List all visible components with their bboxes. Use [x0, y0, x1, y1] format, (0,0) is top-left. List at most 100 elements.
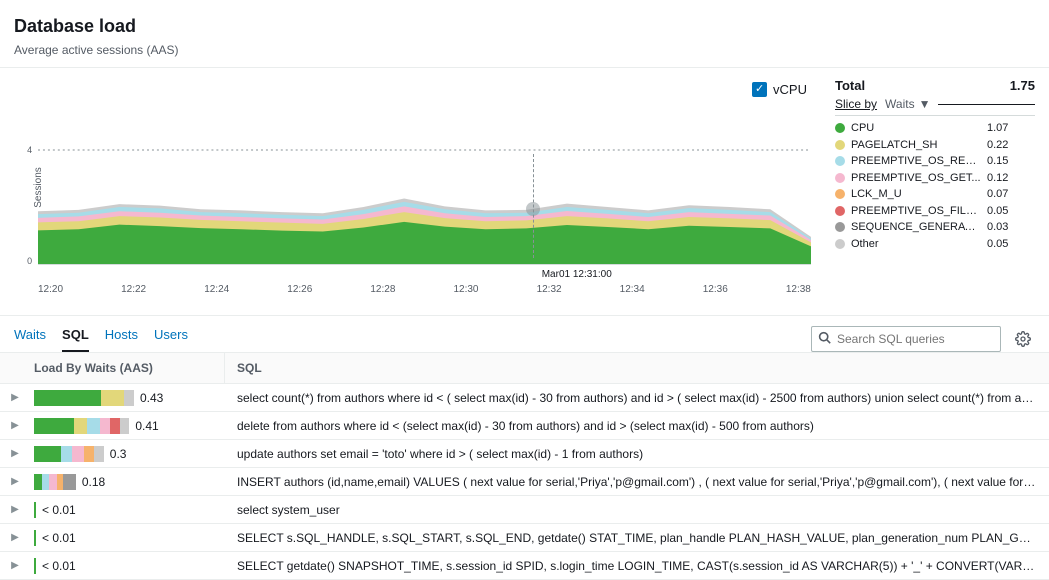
header: Database load Average active sessions (A… [0, 0, 1049, 68]
sql-cell[interactable]: select system_user [225, 500, 1049, 520]
legend: Total 1.75 Slice by Waits ▼ CPU 1.07 PAG… [835, 78, 1035, 252]
x-tick: 12:20 [38, 284, 63, 295]
expand-row-icon[interactable]: ▶ [0, 532, 30, 543]
legend-swatch [835, 189, 845, 199]
legend-item-label: PREEMPTIVE_OS_FILE... [851, 203, 981, 220]
legend-swatch [835, 156, 845, 166]
load-value: 0.41 [135, 419, 158, 433]
load-cell: 0.41 [30, 415, 225, 437]
vcpu-checkbox[interactable]: ✓ vCPU [752, 82, 807, 97]
legend-swatch [835, 239, 845, 249]
legend-item-value: 0.05 [987, 236, 1008, 253]
table-row: ▶ < 0.01 select system_user [0, 496, 1049, 524]
sql-cell[interactable]: SELECT getdate() SNAPSHOT_TIME, s.sessio… [225, 556, 1049, 576]
load-value: 0.18 [82, 475, 105, 489]
table-body: ▶ 0.43 select count(*) from authors wher… [0, 384, 1049, 580]
chart-cursor-label: Mar01 12:31:00 [539, 268, 615, 281]
chart-panel: ✓ vCPU Total 1.75 Slice by Waits ▼ CPU 1… [0, 68, 1049, 301]
table-row: ▶ 0.41 delete from authors where id < (s… [0, 412, 1049, 440]
tab-users[interactable]: Users [154, 327, 188, 352]
legend-item-label: PREEMPTIVE_OS_REPO... [851, 153, 981, 170]
x-axis-ticks: 12:20 12:22 12:24 12:26 12:28 12:30 12:32 12:34… [38, 284, 811, 295]
load-cell: < 0.01 [30, 527, 225, 549]
x-tick: 12:38 [786, 284, 811, 295]
load-value: 0.3 [110, 447, 127, 461]
load-value: 0.43 [140, 391, 163, 405]
table-row: ▶ 0.43 select count(*) from authors wher… [0, 384, 1049, 412]
expand-row-icon[interactable]: ▶ [0, 420, 30, 431]
legend-swatch [835, 222, 845, 232]
table-row: ▶ < 0.01 SELECT getdate() SNAPSHOT_TIME,… [0, 552, 1049, 580]
table-row: ▶ < 0.01 SELECT s.SQL_HANDLE, s.SQL_STAR… [0, 524, 1049, 552]
legend-item[interactable]: SEQUENCE_GENERATI... 0.03 [835, 219, 1035, 236]
x-tick: 12:32 [537, 284, 562, 295]
legend-item-label: PREEMPTIVE_OS_GET... [851, 170, 981, 187]
legend-swatch [835, 140, 845, 150]
legend-total-label: Total [835, 78, 865, 93]
legend-item-value: 1.07 [987, 120, 1008, 137]
expand-row-icon[interactable]: ▶ [0, 448, 30, 459]
y-axis-label: Sessions [33, 167, 44, 208]
page-title: Database load [14, 16, 1035, 37]
legend-item-label: LCK_M_U [851, 186, 981, 203]
legend-item[interactable]: PREEMPTIVE_OS_REPO... 0.15 [835, 153, 1035, 170]
search-icon [818, 331, 831, 347]
x-tick: 12:30 [453, 284, 478, 295]
settings-button[interactable] [1011, 327, 1035, 351]
sql-cell[interactable]: update authors set email = 'toto' where … [225, 444, 1049, 464]
search-input[interactable] [837, 332, 994, 346]
legend-swatch [835, 123, 845, 133]
x-tick: 12:28 [370, 284, 395, 295]
legend-item-value: 0.22 [987, 137, 1008, 154]
tabs-bar: Waits SQL Hosts Users [0, 315, 1049, 352]
x-tick: 12:24 [204, 284, 229, 295]
legend-item-label: PAGELATCH_SH [851, 137, 981, 154]
chart-area[interactable]: Sessions 04 Mar01 12:31:00 [38, 142, 811, 282]
legend-item[interactable]: CPU 1.07 [835, 120, 1035, 137]
table-row: ▶ 0.3 update authors set email = 'toto' … [0, 440, 1049, 468]
vcpu-label: vCPU [773, 82, 807, 97]
legend-item-value: 0.07 [987, 186, 1008, 203]
sql-cell[interactable]: select count(*) from authors where id < … [225, 388, 1049, 408]
tab-hosts[interactable]: Hosts [105, 327, 138, 352]
legend-item[interactable]: LCK_M_U 0.07 [835, 186, 1035, 203]
tab-sql[interactable]: SQL [62, 327, 89, 352]
column-sql-header[interactable]: SQL [225, 353, 1049, 383]
x-tick: 12:26 [287, 284, 312, 295]
legend-swatch [835, 173, 845, 183]
check-icon: ✓ [752, 82, 767, 97]
legend-item-value: 0.12 [987, 170, 1008, 187]
load-cell: 0.3 [30, 443, 225, 465]
slice-by-select[interactable]: Waits ▼ [885, 97, 930, 111]
legend-item[interactable]: PAGELATCH_SH 0.22 [835, 137, 1035, 154]
svg-text:0: 0 [27, 256, 32, 266]
x-tick: 12:22 [121, 284, 146, 295]
load-value: < 0.01 [42, 503, 76, 517]
chart-cursor-dot [526, 202, 540, 216]
tabs: Waits SQL Hosts Users [14, 327, 188, 352]
expand-row-icon[interactable]: ▶ [0, 392, 30, 403]
legend-item[interactable]: Other 0.05 [835, 236, 1035, 253]
tab-waits[interactable]: Waits [14, 327, 46, 352]
search-field[interactable] [811, 326, 1001, 352]
legend-item[interactable]: PREEMPTIVE_OS_FILE... 0.05 [835, 203, 1035, 220]
load-value: < 0.01 [42, 531, 76, 545]
sql-cell[interactable]: delete from authors where id < (select m… [225, 416, 1049, 436]
chevron-down-icon: ▼ [919, 97, 931, 111]
legend-swatch [835, 206, 845, 216]
sql-cell[interactable]: SELECT s.SQL_HANDLE, s.SQL_START, s.SQL_… [225, 528, 1049, 548]
legend-item-value: 0.03 [987, 219, 1008, 236]
expand-row-icon[interactable]: ▶ [0, 476, 30, 487]
legend-item-label: Other [851, 236, 981, 253]
svg-text:4: 4 [27, 145, 32, 155]
sql-cell[interactable]: INSERT authors (id,name,email) VALUES ( … [225, 472, 1049, 492]
expand-row-icon[interactable]: ▶ [0, 504, 30, 515]
legend-item[interactable]: PREEMPTIVE_OS_GET... 0.12 [835, 170, 1035, 187]
x-tick: 12:36 [703, 284, 728, 295]
column-load-header[interactable]: Load By Waits (AAS) [30, 353, 225, 383]
load-cell: < 0.01 [30, 555, 225, 577]
legend-item-value: 0.15 [987, 153, 1008, 170]
x-tick: 12:34 [620, 284, 645, 295]
legend-item-label: SEQUENCE_GENERATI... [851, 219, 981, 236]
expand-row-icon[interactable]: ▶ [0, 560, 30, 571]
